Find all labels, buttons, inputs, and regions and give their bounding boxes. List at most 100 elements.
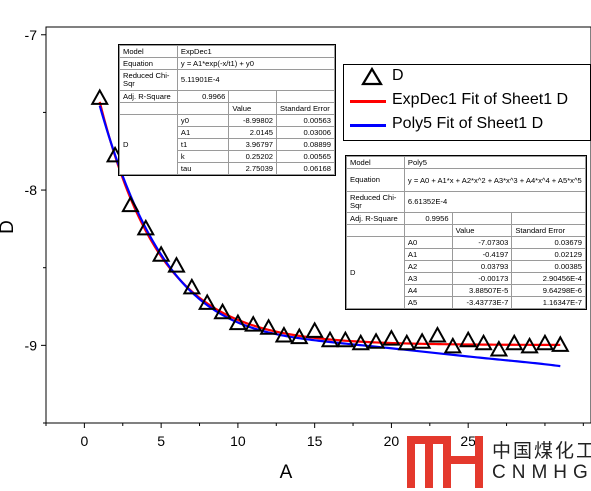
chi-value: 6.61352E-4	[403, 191, 587, 213]
table-row: D y0 -8.99802 0.00563	[119, 114, 335, 175]
table-row: A2 0.03793 0.00385	[347, 260, 586, 273]
param-name: k	[176, 150, 230, 163]
equation-label: Equation	[119, 57, 178, 70]
param-error: 0.00563	[276, 114, 335, 127]
group-label: D	[346, 236, 405, 309]
triangle-marker-icon	[361, 66, 383, 86]
cnmhg-logo: 中国煤化工 CNMHG	[404, 430, 591, 491]
watermark-text-cn: 中国煤化工	[492, 440, 591, 462]
param-error: 0.08899	[276, 138, 335, 151]
model-value: ExpDec1	[176, 45, 336, 58]
data-point	[443, 336, 463, 354]
data-point	[213, 302, 232, 320]
data-markers	[90, 88, 570, 357]
param-value: -8.99802	[228, 114, 278, 127]
param-error: 0.03679	[511, 236, 586, 249]
poly5-fit-line	[98, 105, 561, 368]
data-point	[351, 333, 370, 351]
group-label: D	[119, 114, 178, 175]
param-name: A1	[403, 248, 453, 261]
data-point	[136, 218, 155, 236]
table-row: A4 3.88507E-5 9.64298E-6	[347, 284, 586, 297]
legend-label: D	[392, 67, 404, 84]
expdec1-stats-table: Model ExpDec1 Equation y = A1*exp(-x/t1)…	[118, 44, 336, 176]
param-name: A2	[403, 260, 453, 273]
x-tick-label: 0	[80, 433, 88, 449]
x-axis: 0 5 10 15 20 25	[45, 423, 584, 449]
blue-line-icon	[350, 124, 386, 127]
table-row: A1 2.0145 0.03006	[120, 126, 335, 139]
y-axis: -7 -8 -9	[25, 27, 46, 424]
error-column-header: Standard Error	[511, 224, 586, 237]
data-point	[121, 195, 140, 213]
value-column-header: Value	[228, 102, 278, 115]
table-row: Adj. R-Square 0.9966	[119, 90, 335, 103]
legend-item-expdec1-fit: ExpDec1 Fit of Sheet1 D	[344, 90, 590, 114]
r2-value: 0.9966	[176, 90, 230, 103]
y-tick-label: -9	[25, 337, 38, 353]
param-value: -0.4197	[451, 248, 513, 261]
data-point	[274, 325, 294, 343]
param-name: A0	[403, 236, 453, 249]
equation-value: y = A0 + A1*x + A2*x^2 + A3*x^3 + A4*x^4…	[403, 168, 587, 192]
param-value: 3.88507E-5	[451, 284, 513, 297]
param-name: A1	[176, 126, 230, 139]
data-point	[259, 318, 278, 335]
data-point	[336, 330, 355, 348]
table-row: Equation y = A1*exp(-x/t1) + y0	[119, 57, 336, 70]
param-value: -3.43773E-7	[451, 296, 513, 309]
table-row: D A0 -7.07303 0.03679	[346, 236, 586, 309]
chi-value: 5.11901E-4	[176, 69, 336, 91]
data-point	[244, 315, 263, 332]
data-point	[151, 245, 171, 262]
r2-label: Adj. R-Square	[346, 212, 405, 225]
table-row: t1 3.96797 0.08899	[120, 138, 335, 151]
param-name: A5	[403, 296, 453, 309]
data-point	[397, 333, 416, 351]
data-point	[412, 332, 432, 349]
data-point	[382, 329, 401, 346]
param-error: 2.90456E-4	[511, 272, 586, 285]
model-label: Model	[346, 156, 405, 169]
param-error: 0.00565	[276, 150, 335, 163]
r2-label: Adj. R-Square	[119, 90, 178, 103]
x-tick-label: 5	[157, 433, 165, 449]
y-tick-label: -7	[25, 27, 38, 43]
table-row: Model Poly5	[346, 156, 587, 169]
param-value: 3.96797	[228, 138, 278, 151]
plot-frame	[45, 26, 591, 424]
y-axis-label: D	[0, 220, 18, 234]
red-line-icon	[350, 100, 386, 103]
equation-label: Equation	[346, 168, 405, 192]
y-tick-label: -8	[25, 182, 38, 198]
data-point	[197, 293, 217, 310]
data-point	[90, 88, 109, 105]
table-row: Adj. R-Square 0.9956	[346, 212, 586, 225]
param-name: tau	[176, 162, 230, 175]
watermark-text-en: CNMHG	[492, 462, 591, 483]
cnmhg-logo-mark-icon	[407, 436, 483, 488]
data-point	[489, 339, 509, 357]
legend: D ExpDec1 Fit of Sheet1 D Poly5 Fit of S…	[343, 64, 591, 141]
param-value: 0.25202	[228, 150, 278, 163]
data-point	[320, 330, 340, 348]
param-value: 2.75039	[228, 162, 278, 175]
x-tick-label: 25	[460, 433, 476, 449]
param-name: y0	[176, 114, 230, 127]
x-tick-label: 15	[307, 433, 323, 449]
model-label: Model	[119, 45, 178, 58]
data-point	[290, 327, 309, 345]
param-error: 0.03006	[276, 126, 335, 139]
param-value: 0.03793	[451, 260, 513, 273]
data-point	[182, 277, 202, 295]
table-row: tau 2.75039 0.06168	[120, 162, 335, 175]
fit-curves	[98, 101, 561, 368]
r2-value: 0.9956	[403, 212, 453, 225]
param-error: 0.00385	[511, 260, 586, 273]
data-point	[428, 325, 447, 343]
legend-item-poly5-fit: Poly5 Fit of Sheet1 D	[344, 114, 590, 138]
table-row: Reduced Chi-Sqr 6.61352E-4	[346, 191, 587, 213]
table-row: Equation y = A0 + A1*x + A2*x^2 + A3*x^3…	[346, 168, 587, 192]
data-point	[458, 330, 478, 348]
